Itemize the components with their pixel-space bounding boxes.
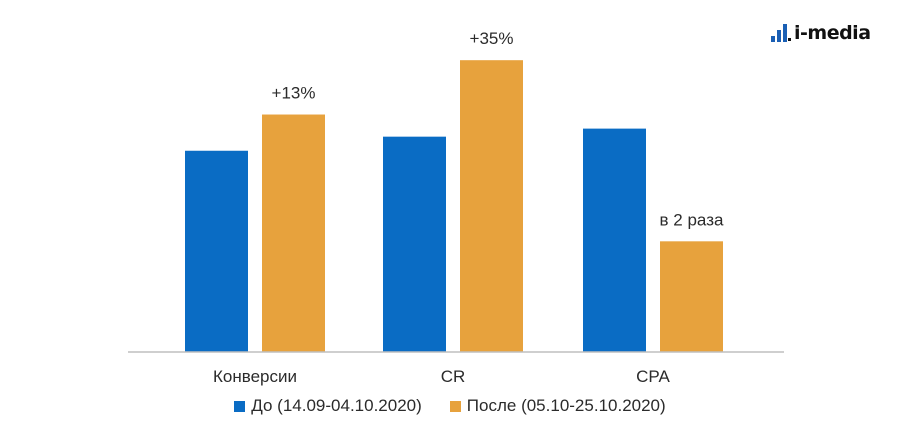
logo-text: i-media	[794, 22, 871, 44]
i-media-logo: i-media	[770, 22, 871, 44]
legend-swatch-before	[234, 400, 246, 412]
labels-group: +13% Конверсии +35% CR в 2 раза CPA	[213, 29, 724, 386]
category-label-2: CPA	[636, 367, 670, 386]
legend-label-after: После (05.10-25.10.2020)	[466, 396, 666, 415]
legend-swatch-after	[449, 400, 461, 412]
annotation-label-1: +35%	[470, 29, 514, 48]
annotation-label-2: в 2 раза	[660, 210, 724, 229]
bar-before-2	[583, 128, 646, 352]
bar-after-2	[660, 241, 723, 352]
bar-before-1	[383, 136, 446, 352]
legend-label-before: До (14.09-04.10.2020)	[251, 396, 422, 415]
bar-before-0	[185, 150, 248, 352]
logo-bars-icon	[771, 24, 791, 42]
legend-item-after: После (05.10-25.10.2020)	[449, 396, 666, 416]
category-label-1: CR	[441, 367, 466, 386]
bar-after-0	[262, 114, 325, 353]
legend: До (14.09-04.10.2020) После (05.10-25.10…	[0, 396, 900, 416]
category-label-0: Конверсии	[213, 367, 297, 386]
legend-item-before: До (14.09-04.10.2020)	[234, 396, 422, 416]
bars-group	[185, 60, 723, 353]
annotation-label-0: +13%	[272, 84, 316, 103]
bar-after-1	[460, 60, 523, 352]
